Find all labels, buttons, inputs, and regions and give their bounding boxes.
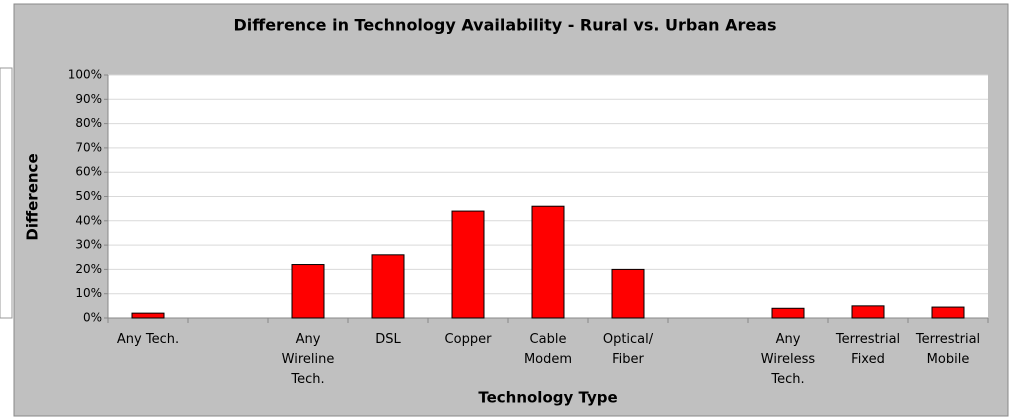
side-panel <box>0 67 13 319</box>
y-tick-label: 90% <box>75 92 102 106</box>
y-tick-label: 20% <box>75 262 102 276</box>
chart-title: Difference in Technology Availability - … <box>233 16 776 35</box>
y-tick-label: 100% <box>68 68 102 82</box>
x-tick-label: Terrestrial Fixed <box>835 332 901 367</box>
y-tick-label: 10% <box>75 286 102 300</box>
x-tick-label: Any Wireline Tech. <box>281 332 335 387</box>
bar <box>611 268 645 319</box>
bar <box>131 312 165 319</box>
y-tick-label: 30% <box>75 238 102 252</box>
bar <box>291 264 325 319</box>
bar <box>931 306 965 319</box>
bar <box>531 205 565 319</box>
bar <box>371 254 405 319</box>
y-tick-label: 0% <box>83 311 102 325</box>
x-tick-label: Optical/ Fiber <box>602 332 654 367</box>
x-axis-title: Technology Type <box>478 389 617 407</box>
y-tick-label: 80% <box>75 116 102 130</box>
x-tick-label: Any Wireless Tech. <box>760 332 816 387</box>
y-axis-title: Difference <box>24 153 42 240</box>
x-tick-label: DSL <box>375 332 401 347</box>
x-tick-label: Cable Modem <box>523 332 573 367</box>
y-tick-label: 70% <box>75 140 102 154</box>
y-tick-label: 50% <box>75 189 102 203</box>
x-tick-label: Terrestrial Mobile <box>915 332 981 367</box>
bar <box>451 210 485 319</box>
bar <box>851 305 885 319</box>
x-tick-label: Any Tech. <box>116 332 180 347</box>
bar <box>771 307 805 319</box>
y-tick-label: 40% <box>75 213 102 227</box>
x-tick-label: Copper <box>444 332 492 347</box>
y-tick-label: 60% <box>75 165 102 179</box>
